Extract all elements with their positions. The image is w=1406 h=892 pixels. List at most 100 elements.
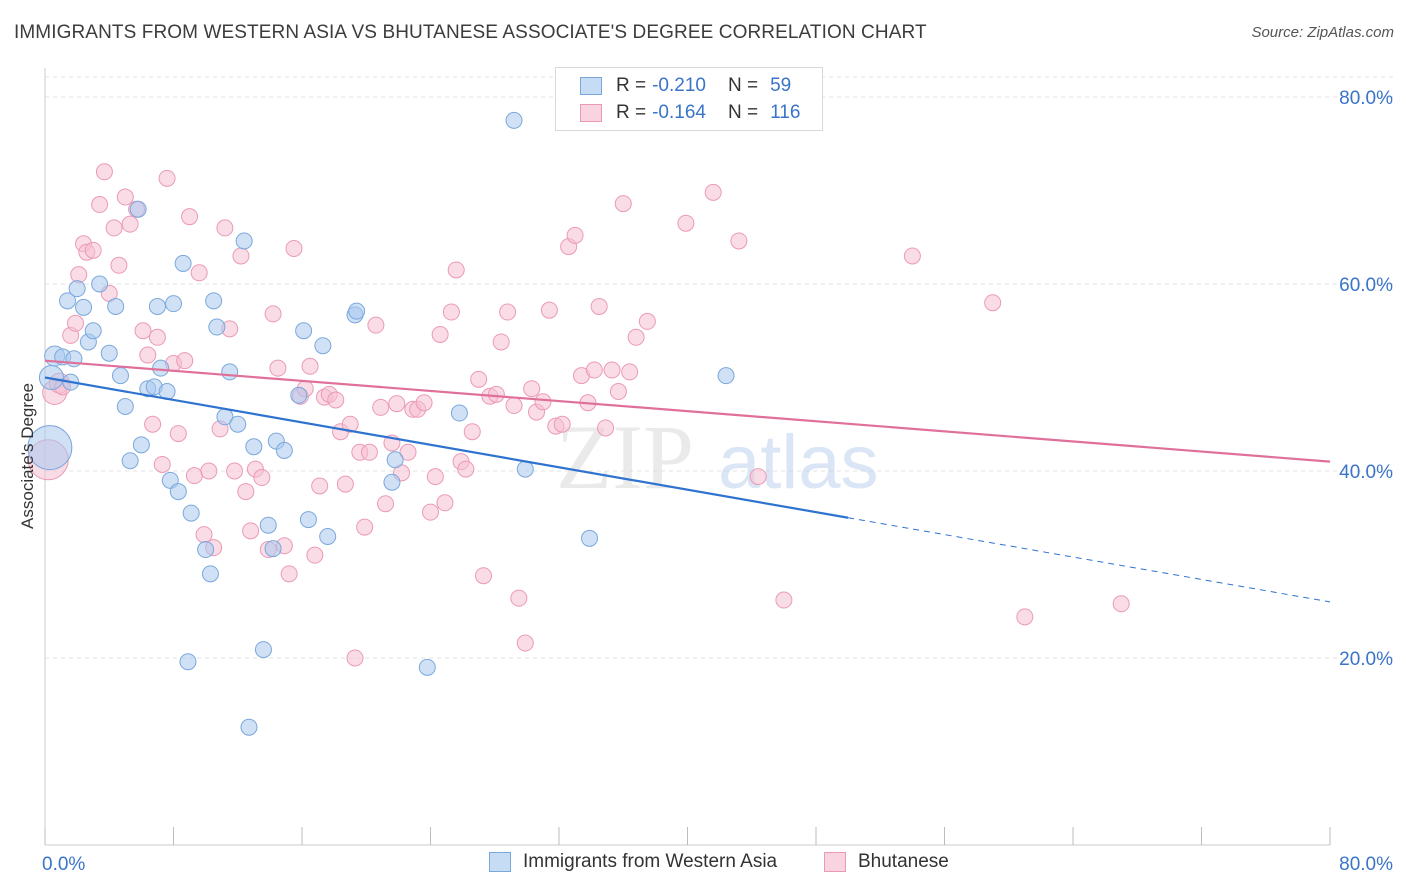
data-point-bhutanese: [984, 294, 1002, 312]
data-point-bhutanese: [301, 357, 319, 375]
legend-swatch-blue: [489, 852, 511, 872]
data-point-bhutanese: [280, 565, 298, 583]
data-point-bhutanese: [216, 219, 234, 237]
data-point-bhutanese: [388, 395, 406, 413]
tick-labels: 20.0% 40.0% 60.0% 80.0% 0.0% 80.0%: [42, 88, 1393, 875]
data-point-western-asia: [516, 460, 534, 478]
data-point-western-asia: [314, 337, 332, 355]
data-point-western-asia: [259, 516, 277, 534]
legend-r-value: -0.164: [652, 102, 706, 123]
data-point-bhutanese: [603, 361, 621, 379]
data-point-western-asia: [245, 438, 263, 456]
data-point-bhutanese: [264, 305, 282, 323]
data-point-bhutanese: [730, 232, 748, 250]
data-point-western-asia: [505, 111, 523, 129]
data-point-bhutanese: [597, 419, 615, 437]
legend-swatch-blue: [580, 77, 602, 95]
series-legend: Immigrants from Western Asia Bhutanese: [0, 851, 1406, 877]
legend-row-western-asia: R = -0.210 N = 59: [580, 73, 791, 99]
data-point-bhutanese: [134, 322, 152, 340]
data-point-bhutanese: [253, 469, 271, 487]
data-point-western-asia: [121, 452, 139, 470]
source-label: Source: ZipAtlas.com: [1251, 24, 1394, 41]
data-point-bhutanese: [185, 467, 203, 485]
data-point-western-asia: [581, 529, 599, 547]
data-point-bhutanese: [609, 383, 627, 401]
data-point-western-asia: [235, 232, 253, 250]
data-point-western-asia: [348, 302, 366, 320]
data-point-bhutanese: [377, 495, 395, 513]
data-point-western-asia: [450, 404, 468, 422]
watermark-zip: ZIP: [556, 406, 694, 508]
data-point-western-asia: [717, 367, 735, 385]
data-point-bhutanese: [105, 219, 123, 237]
y-tick-label: 20.0%: [1339, 649, 1393, 670]
data-point-western-asia: [182, 504, 200, 522]
data-point-bhutanese: [121, 215, 139, 233]
data-point-bhutanese: [487, 385, 505, 403]
data-point-western-asia: [197, 541, 215, 559]
data-point-western-asia: [319, 527, 337, 545]
x-tick-label-min: 0.0%: [42, 854, 85, 875]
data-point-bhutanese: [181, 208, 199, 226]
data-point-western-asia: [290, 386, 308, 404]
data-point-western-asia: [240, 718, 258, 736]
data-point-bhutanese: [442, 303, 460, 321]
data-point-bhutanese: [110, 256, 128, 274]
x-tick-label-max: 80.0%: [1339, 854, 1393, 875]
data-point-bhutanese: [470, 370, 488, 388]
data-point-bhutanese: [704, 183, 722, 201]
y-axis-title: Associate's Degree: [18, 383, 37, 529]
data-point-western-asia: [264, 540, 282, 558]
trend-line-western-asia: [44, 376, 849, 519]
data-point-bhutanese: [903, 247, 921, 265]
data-point-western-asia: [386, 451, 404, 469]
data-point-bhutanese: [749, 468, 767, 486]
data-point-western-asia: [299, 511, 317, 529]
data-point-western-asia: [100, 344, 118, 362]
data-point-bhutanese: [169, 425, 187, 443]
legend-label-bhutanese: Bhutanese: [858, 851, 949, 872]
data-point-bhutanese: [463, 423, 481, 441]
data-point-bhutanese: [534, 393, 552, 411]
data-point-bhutanese: [95, 163, 113, 181]
gridlines: [45, 76, 1393, 659]
legend-row-bhutanese: R = -0.164 N = 116: [580, 100, 800, 126]
legend-swatch-pink: [824, 852, 846, 872]
data-point-bhutanese: [372, 398, 390, 416]
data-point-bhutanese: [153, 455, 171, 473]
data-point-western-asia: [254, 641, 272, 659]
data-point-bhutanese: [553, 415, 571, 433]
data-point-bhutanese: [190, 264, 208, 282]
data-point-bhutanese: [367, 316, 385, 334]
data-point-western-asia: [221, 363, 239, 381]
data-point-bhutanese: [436, 494, 454, 512]
data-point-bhutanese: [306, 546, 324, 564]
data-point-bhutanese: [336, 475, 354, 493]
data-point-western-asia: [201, 565, 219, 583]
data-point-bhutanese: [457, 460, 475, 478]
legend-item-bhutanese: Bhutanese: [824, 851, 949, 873]
data-point-bhutanese: [341, 415, 359, 433]
data-point-bhutanese: [422, 503, 439, 521]
data-point-bhutanese: [590, 297, 608, 315]
data-point-western-asia: [132, 436, 150, 454]
data-point-bhutanese: [614, 195, 632, 213]
data-point-bhutanese: [566, 226, 584, 244]
data-point-bhutanese: [242, 522, 260, 540]
data-point-western-asia: [152, 359, 170, 377]
trend-line-bhutanese: [44, 359, 1331, 463]
legend-item-western-asia: Immigrants from Western Asia: [489, 851, 777, 873]
data-point-bhutanese: [621, 363, 639, 381]
legend-label-western-asia: Immigrants from Western Asia: [523, 851, 778, 872]
data-point-bhutanese: [677, 214, 695, 232]
legend-n-label: N =: [727, 75, 759, 96]
data-point-western-asia: [229, 415, 247, 433]
data-point-western-asia: [418, 658, 436, 676]
data-point-bhutanese: [237, 483, 255, 501]
stats-legend: R = -0.210 N = 59 R = -0.164 N = 116: [555, 67, 823, 131]
data-point-western-asia: [58, 292, 76, 310]
data-point-bhutanese: [516, 634, 534, 652]
data-point-bhutanese: [399, 443, 417, 461]
data-point-western-asia: [148, 297, 166, 315]
